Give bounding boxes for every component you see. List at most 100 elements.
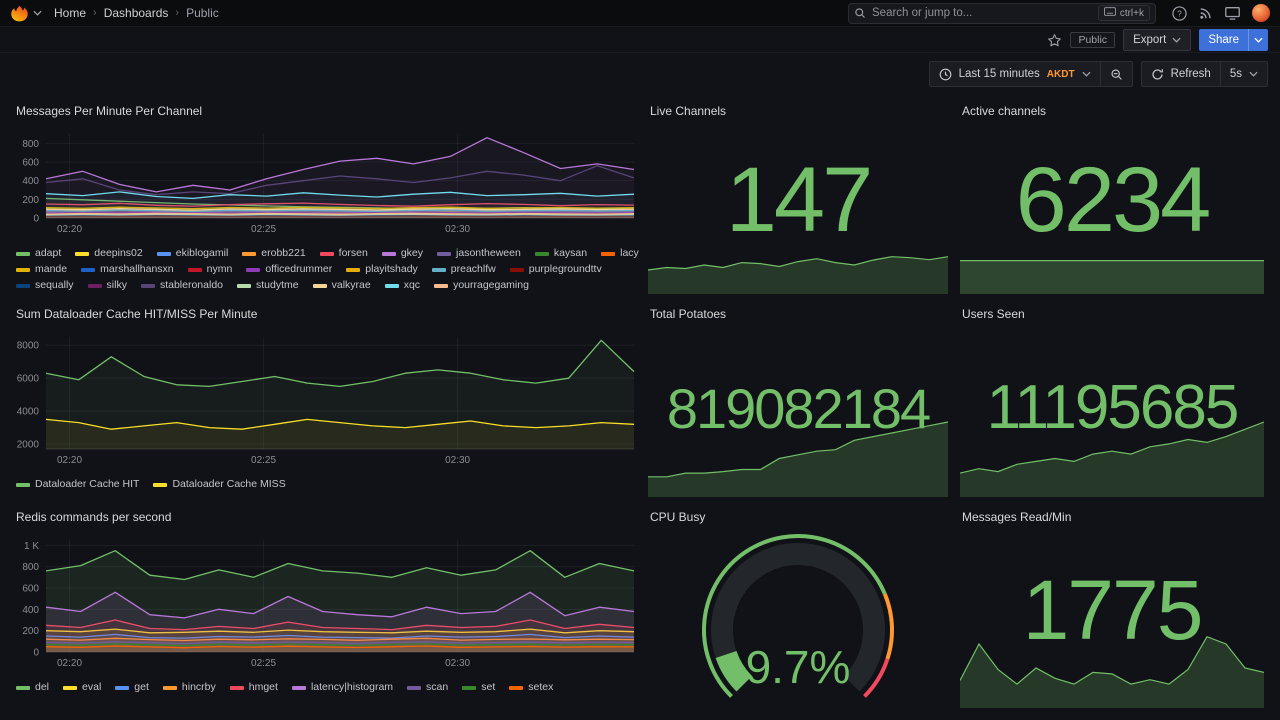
legend-swatch — [16, 685, 30, 690]
share-button[interactable]: Share — [1199, 29, 1248, 51]
legend-item[interactable]: jasontheween — [437, 247, 521, 260]
legend-item[interactable]: yourragegaming — [434, 279, 529, 292]
legend-item[interactable]: officedrummer — [246, 263, 332, 276]
panel-title[interactable]: Messages Per Minute Per Channel — [16, 104, 203, 118]
legend-label: playitshady — [365, 263, 418, 275]
share-menu-button[interactable] — [1248, 29, 1268, 51]
svg-text:600: 600 — [22, 158, 39, 169]
legend-swatch — [437, 251, 452, 256]
legend-item[interactable]: ekiblogamil — [156, 247, 229, 260]
legend-item[interactable]: nymn — [187, 263, 232, 276]
legend-item[interactable]: Dataloader Cache MISS — [153, 478, 286, 491]
panel-title[interactable]: Users Seen — [962, 307, 1025, 321]
legend-item[interactable]: set — [462, 681, 495, 694]
legend-label: studytme — [256, 279, 299, 291]
zoom-out-icon[interactable] — [1099, 61, 1133, 87]
legend-item[interactable]: forsen — [319, 247, 368, 260]
legend-item[interactable]: erobb221 — [242, 247, 306, 260]
legend-swatch — [291, 685, 306, 690]
top-nav: Home › Dashboards › Public Search or jum… — [0, 0, 1280, 27]
legend-swatch — [462, 685, 477, 690]
search-placeholder: Search or jump to... — [872, 7, 973, 19]
svg-text:8000: 8000 — [17, 341, 40, 352]
refresh-button[interactable]: Refresh — [1140, 61, 1221, 87]
export-button[interactable]: Export — [1123, 29, 1192, 51]
help-icon[interactable]: ? — [1172, 5, 1187, 21]
panel-dataloader-cache: Sum Dataloader Cache HIT/MISS Per Minute… — [8, 299, 640, 497]
search-icon — [854, 7, 866, 19]
panel-title[interactable]: Active channels — [962, 104, 1047, 118]
panel-title[interactable]: CPU Busy — [650, 510, 706, 524]
legend-label: preachlfw — [450, 263, 496, 275]
legend-item[interactable]: scan — [407, 681, 448, 694]
legend-item[interactable]: xqc — [384, 279, 420, 292]
timeseries-chart[interactable]: 0 200 400 600 800 1 K 02:20 02:25 02:30 — [8, 534, 640, 675]
svg-text:800: 800 — [22, 562, 39, 573]
legend-item[interactable]: Dataloader Cache HIT — [16, 478, 139, 491]
legend-item[interactable]: studytme — [237, 279, 299, 292]
dashboard-toolbar: Public Export Share — [0, 28, 1280, 53]
gauge-value: 9.7% — [745, 641, 851, 693]
legend-item[interactable]: marshallhansxn — [81, 263, 174, 276]
breadcrumb-home[interactable]: Home — [54, 6, 87, 20]
panel-title[interactable]: Messages Read/Min — [962, 510, 1072, 524]
breadcrumb-dashboards[interactable]: Dashboards — [103, 6, 169, 20]
legend-item[interactable]: hincrby — [162, 681, 216, 694]
legend-item[interactable]: playitshady — [346, 263, 418, 276]
chevron-down-icon[interactable] — [33, 10, 42, 16]
time-range-picker[interactable]: Last 15 minutes AKDT — [928, 61, 1101, 87]
timeseries-chart[interactable]: 0 200 400 600 800 02:20 02:25 02:30 — [8, 128, 640, 241]
legend-swatch — [16, 283, 30, 288]
refresh-interval-picker[interactable]: 5s — [1219, 61, 1268, 87]
grafana-logo[interactable] — [10, 4, 29, 23]
legend-swatch — [384, 283, 399, 288]
svg-text:800: 800 — [22, 139, 39, 150]
legend-item[interactable]: silky — [87, 279, 127, 292]
legend-item[interactable]: valkyrae — [312, 279, 371, 292]
legend-item[interactable]: preachlfw — [431, 263, 496, 276]
legend: adapt deepins02 ekiblogamil erobb221 forsen g… — [8, 247, 640, 292]
legend-item[interactable]: purplegroundttv — [509, 263, 602, 276]
legend-item[interactable]: get — [115, 681, 149, 694]
panel-messages-per-minute: Messages Per Minute Per Channel 0 200 400 6… — [8, 96, 640, 294]
legend-item[interactable]: gkey — [381, 247, 423, 260]
panel-title[interactable]: Total Potatoes — [650, 307, 727, 321]
legend-item[interactable]: kaysan — [534, 247, 587, 260]
legend-swatch — [87, 283, 102, 288]
legend-item[interactable]: del — [16, 681, 49, 694]
legend-item[interactable]: lacy — [601, 247, 639, 260]
panel-title[interactable]: Redis commands per second — [16, 510, 172, 524]
legend-swatch — [16, 482, 30, 487]
legend-swatch — [312, 283, 327, 288]
legend-item[interactable]: deepins02 — [75, 247, 143, 260]
legend-item[interactable]: hmget — [229, 681, 278, 694]
legend-item[interactable]: latency|histogram — [291, 681, 393, 694]
monitor-icon[interactable] — [1225, 6, 1240, 20]
legend-swatch — [63, 685, 78, 690]
chevron-down-icon — [1172, 37, 1181, 43]
legend-item[interactable]: setex — [509, 681, 553, 694]
svg-text:4000: 4000 — [17, 407, 40, 418]
legend-item[interactable]: adapt — [16, 247, 61, 260]
legend-item[interactable]: sequally — [16, 279, 74, 292]
svg-text:02:20: 02:20 — [57, 455, 82, 466]
legend-item[interactable]: stableronaldo — [140, 279, 223, 292]
star-icon[interactable] — [1047, 33, 1062, 48]
legend-swatch — [153, 482, 168, 487]
legend-label: Dataloader Cache HIT — [35, 478, 140, 490]
legend-item[interactable]: eval — [63, 681, 101, 694]
panel-title[interactable]: Sum Dataloader Cache HIT/MISS Per Minute — [16, 307, 258, 321]
panel-title[interactable]: Live Channels — [650, 104, 727, 118]
legend-swatch — [140, 283, 155, 288]
legend-swatch — [242, 251, 257, 256]
legend-label: sequally — [35, 279, 74, 291]
avatar[interactable] — [1252, 4, 1270, 22]
legend-item[interactable]: mande — [16, 263, 67, 276]
chevron-down-icon — [1254, 37, 1263, 43]
legend-label: ekiblogamil — [175, 247, 229, 259]
timeseries-chart[interactable]: 2000 4000 6000 8000 02:20 02:25 02:30 — [8, 331, 640, 472]
legend-swatch — [16, 251, 30, 256]
panel-total-potatoes: Total Potatoes 819082184 — [648, 299, 949, 497]
search-input[interactable]: Search or jump to... ctrl+k — [848, 2, 1156, 24]
news-icon[interactable] — [1199, 6, 1213, 20]
